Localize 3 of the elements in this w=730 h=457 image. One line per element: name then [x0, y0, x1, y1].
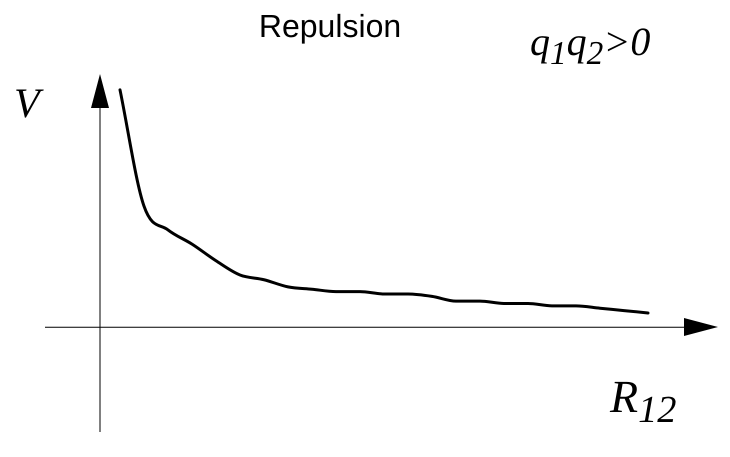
x-axis-title: R$_{12}$	[610, 370, 676, 432]
chart-title: Repulsion	[258, 8, 402, 45]
text: q$_{1}$q$_{2}$>0	[530, 18, 650, 73]
